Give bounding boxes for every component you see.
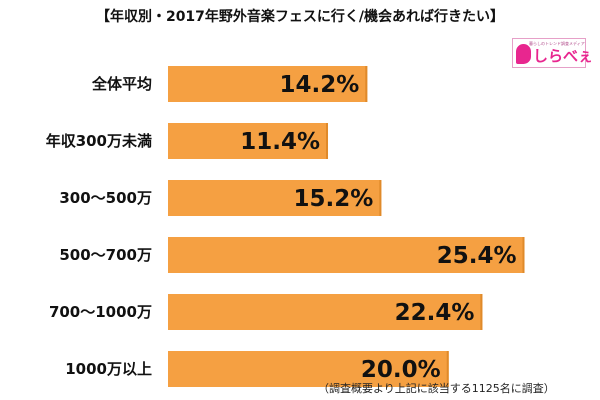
bar-edge-4 xyxy=(480,294,483,330)
bar-edge-1 xyxy=(326,123,329,159)
shirabee-logo: 暮らしのトレンド調査メディア しらべぇ xyxy=(512,38,593,68)
value-label-3: 25.4% xyxy=(437,243,517,269)
bar-5 xyxy=(168,351,449,387)
category-label-1: 年収300万未満 xyxy=(46,132,152,150)
logo-tagline: 暮らしのトレンド調査メディア xyxy=(529,41,585,46)
bar-3 xyxy=(168,237,525,273)
category-label-4: 700〜1000万 xyxy=(49,303,152,321)
bar-edge-5 xyxy=(446,351,449,387)
value-label-5: 20.0% xyxy=(361,357,441,383)
category-label-2: 300〜500万 xyxy=(59,189,152,207)
value-label-4: 22.4% xyxy=(395,300,475,326)
bar-4 xyxy=(168,294,483,330)
bar-2 xyxy=(168,180,382,216)
bar-edge-0 xyxy=(365,66,368,102)
bar-0 xyxy=(168,66,368,102)
category-label-5: 1000万以上 xyxy=(65,360,152,378)
value-label-1: 11.4% xyxy=(240,129,320,155)
value-label-2: 15.2% xyxy=(294,186,374,212)
shirabee-logo-icon xyxy=(516,44,531,64)
value-labels-group: 14.2% 11.4% 15.2% 25.4% 22.4% 20.0% xyxy=(240,72,516,383)
category-label-0: 全体平均 xyxy=(91,75,152,93)
bar-edge-2 xyxy=(379,180,382,216)
logo-text: しらべぇ xyxy=(533,47,594,65)
bar-edge-3 xyxy=(522,237,525,273)
bars-group xyxy=(168,66,525,387)
category-label-3: 500〜700万 xyxy=(59,246,152,264)
bar-1 xyxy=(168,123,329,159)
value-label-0: 14.2% xyxy=(280,72,360,98)
chart-title: 【年収別・2017年野外音楽フェスに行く/機会あれば行きたい】 xyxy=(95,9,505,25)
footnote: （調査概要より上記に該当する1125名に調査） xyxy=(318,382,555,395)
